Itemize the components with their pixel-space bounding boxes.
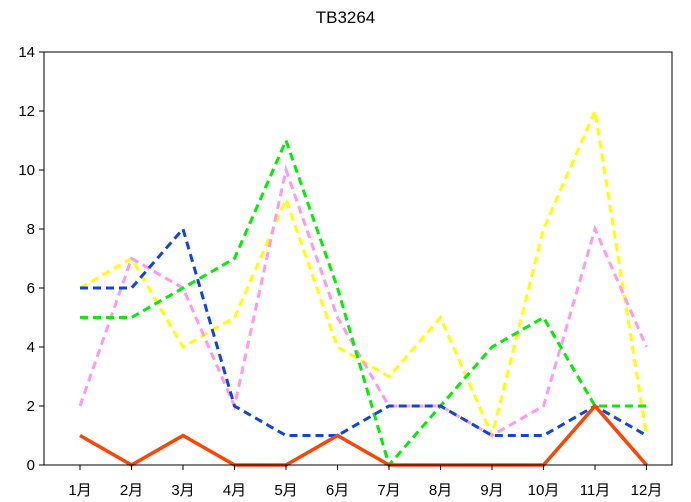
x-tick-label: 2月 xyxy=(120,482,143,499)
y-tick-label: 4 xyxy=(27,339,35,356)
y-tick-label: 10 xyxy=(18,162,35,179)
series-line-1 xyxy=(79,105,648,441)
y-tick-label: 0 xyxy=(27,457,35,474)
y-tick-label: 14 xyxy=(18,44,35,61)
x-tick-label: 3月 xyxy=(171,482,194,499)
series-line-2 xyxy=(78,164,648,438)
x-tick-label: 10月 xyxy=(528,482,560,499)
x-tick-label: 6月 xyxy=(326,482,349,499)
x-tick-label: 4月 xyxy=(223,482,246,499)
x-tick-label: 9月 xyxy=(480,482,503,499)
x-tick-label: 11月 xyxy=(580,482,611,499)
series-line-5 xyxy=(79,403,648,468)
axes-layer: 0 2 4 6 8 10 12 14 1月 2月 3月 4月 5月 6月 7月 8月 9月 10月 11月 12月 xyxy=(18,44,673,499)
x-tick-label: 7月 xyxy=(377,482,400,499)
series-line-4 xyxy=(80,225,648,437)
y-tick-label: 6 xyxy=(27,280,35,297)
x-tick-label: 12月 xyxy=(631,482,663,499)
y-tick-label: 12 xyxy=(18,103,35,120)
series-line-3 xyxy=(80,136,647,469)
plot-frame xyxy=(43,51,673,466)
y-tick-label: 8 xyxy=(27,221,35,238)
series-layer xyxy=(78,105,648,469)
x-tick-label: 8月 xyxy=(429,482,452,499)
y-tick-label: 2 xyxy=(27,398,35,415)
chart-title: TB3264 xyxy=(315,8,376,27)
x-tick-label: 5月 xyxy=(274,482,297,499)
x-tick-label: 1月 xyxy=(68,482,91,499)
